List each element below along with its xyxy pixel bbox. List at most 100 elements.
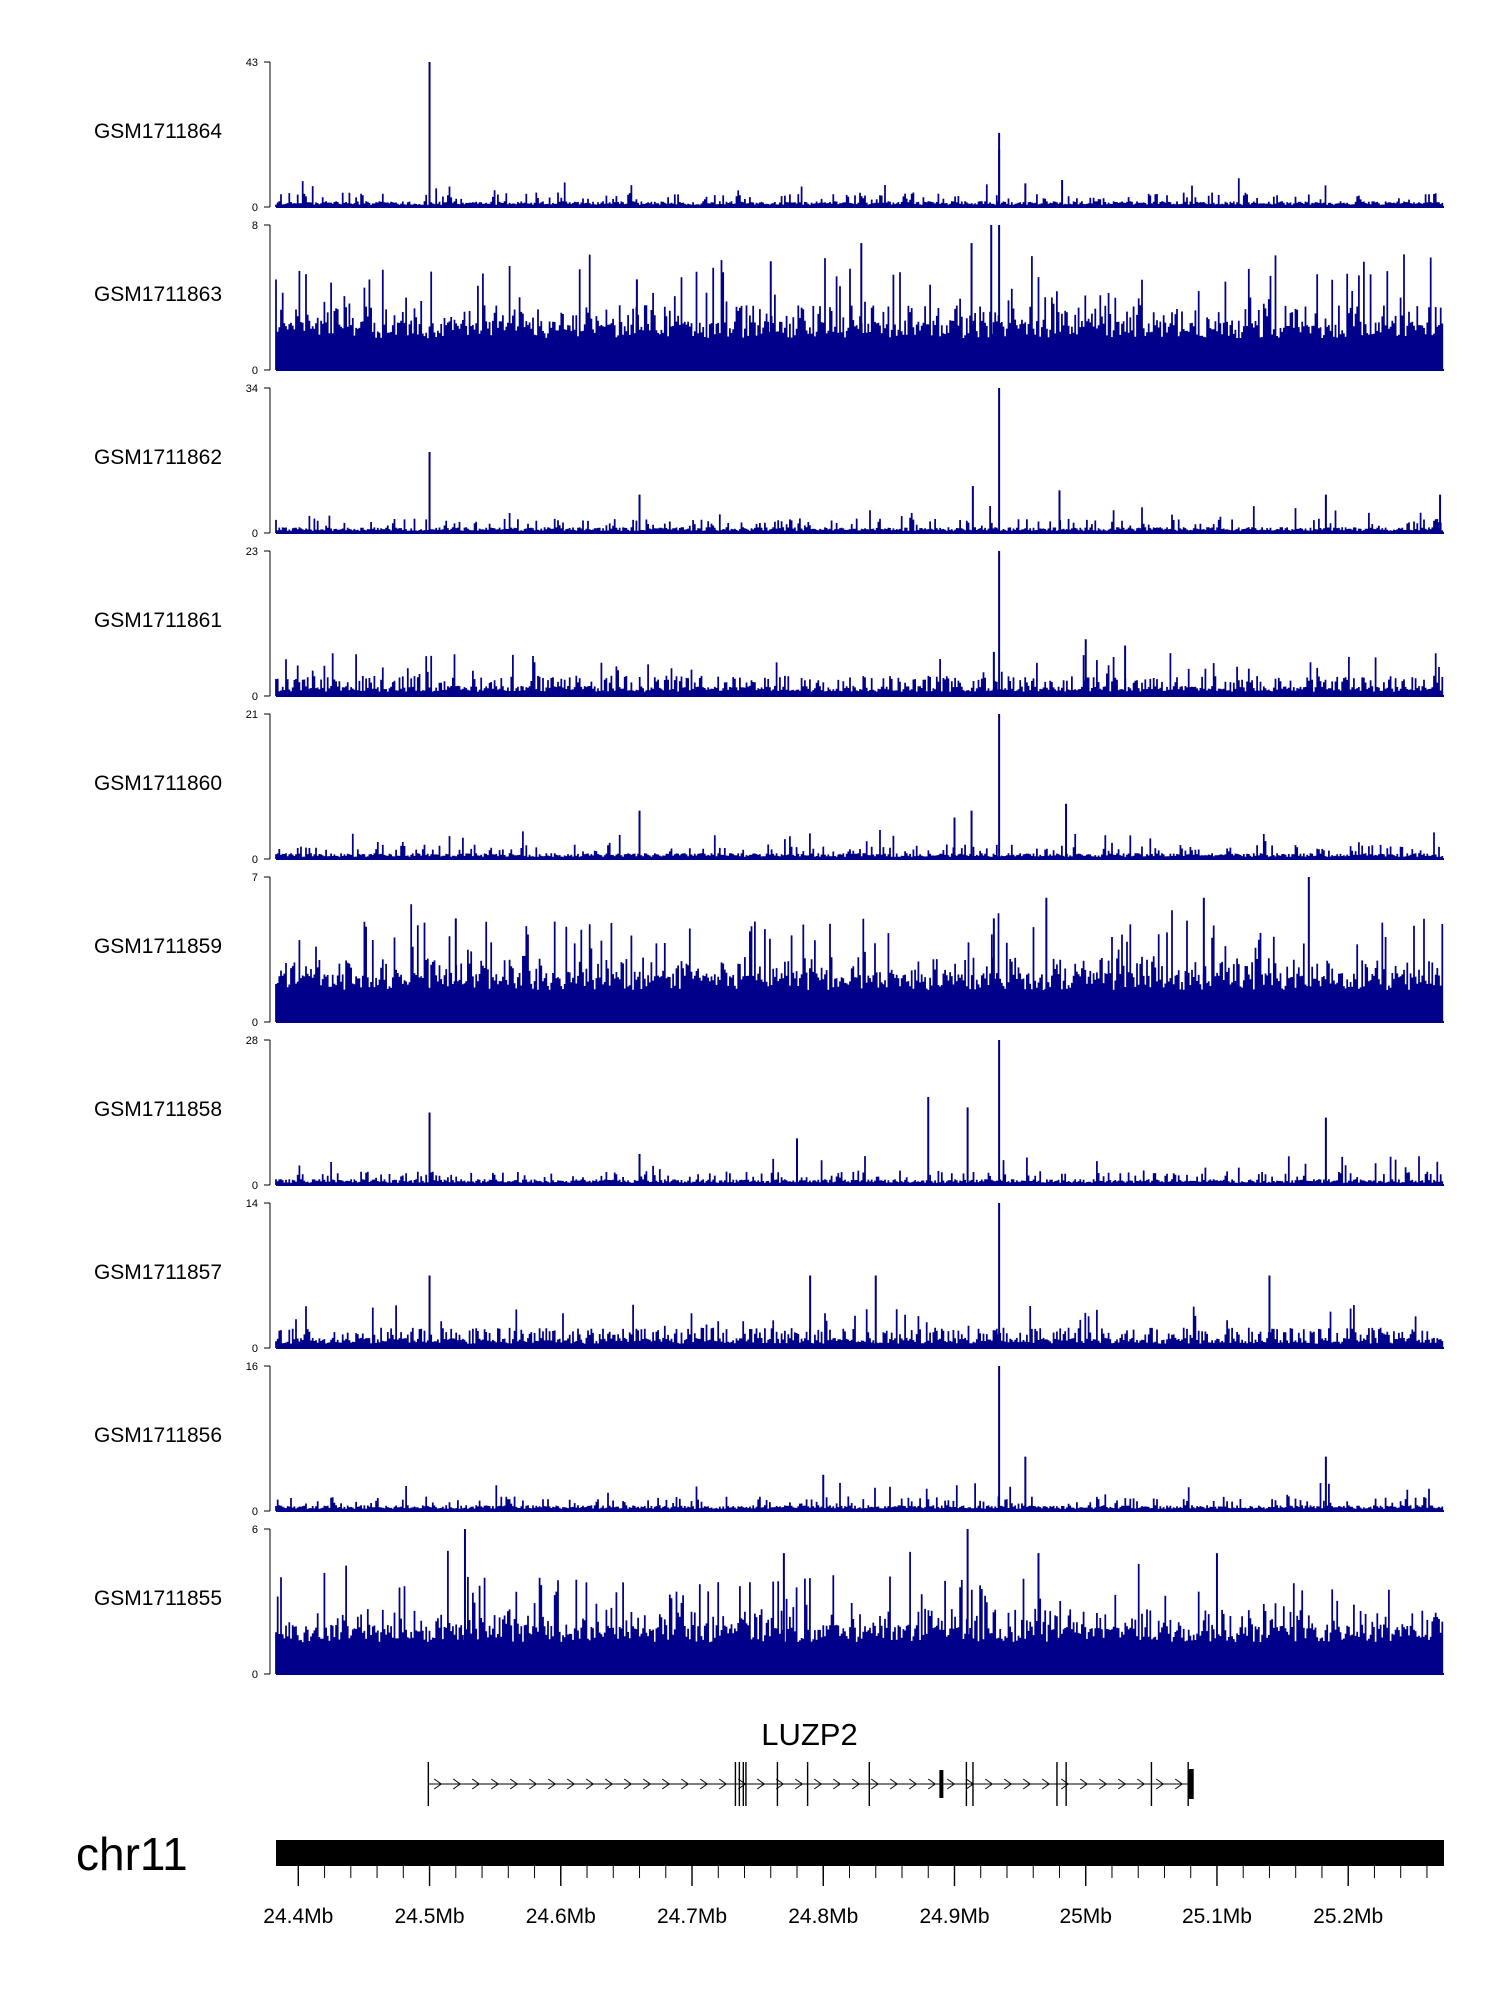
axis-tick-label: 24.6Mb	[526, 1905, 596, 1928]
y-axis-max-label: 14	[246, 1198, 258, 1210]
gene-exon	[427, 1762, 430, 1806]
strand-arrow	[1022, 1778, 1032, 1790]
y-axis-max-label: 23	[246, 546, 258, 558]
axis-tick-label: 24.5Mb	[395, 1905, 465, 1928]
y-axis-min-label: 0	[252, 1669, 258, 1681]
strand-arrow	[832, 1778, 842, 1790]
strand-arrow	[509, 1778, 519, 1790]
chromosome-bar	[276, 1840, 1444, 1866]
gene-exon	[1187, 1769, 1194, 1799]
strand-arrow	[889, 1778, 899, 1790]
chromosome-label: chr11	[76, 1828, 188, 1880]
y-axis-min-label: 0	[252, 528, 258, 540]
strand-arrow	[1041, 1778, 1051, 1790]
track-label: GSM1711861	[94, 609, 222, 632]
strand-arrow	[775, 1778, 785, 1790]
strand-arrow	[566, 1778, 576, 1790]
y-axis-max-label: 28	[246, 1035, 258, 1047]
strand-arrow	[1136, 1778, 1146, 1790]
track-label: GSM1711857	[94, 1261, 222, 1284]
strand-arrow	[699, 1778, 709, 1790]
y-axis-max-label: 34	[246, 383, 258, 395]
y-axis-max-label: 6	[252, 1524, 258, 1536]
track-label: GSM1711856	[94, 1424, 222, 1447]
strand-arrow	[851, 1778, 861, 1790]
axis-tick-label: 25.1Mb	[1182, 1905, 1252, 1928]
strand-arrow	[490, 1778, 500, 1790]
gene-exon	[806, 1762, 809, 1806]
gene-exon	[738, 1762, 741, 1806]
y-axis-min-label: 0	[252, 1017, 258, 1029]
track-gsm1711855: GSM1711855 6 0	[94, 1524, 1444, 1681]
strand-arrow	[661, 1778, 671, 1790]
strand-arrow	[1098, 1778, 1108, 1790]
strand-arrow	[984, 1778, 994, 1790]
y-axis-max-label: 8	[252, 220, 258, 232]
signal-background	[275, 1304, 1444, 1348]
y-axis-min-label: 0	[252, 1506, 258, 1518]
track-label: GSM1711859	[94, 935, 222, 958]
strand-arrow	[908, 1778, 918, 1790]
axis-tick-label: 25Mb	[1059, 1905, 1112, 1928]
signal-background	[275, 254, 1444, 370]
gene-exon	[1065, 1762, 1067, 1806]
chromosome-ideogram: chr11 24.4Mb 24.5Mb 24.6Mb 24.7Mb 24.8Mb 24.9…	[76, 1828, 1444, 1928]
strand-arrow	[870, 1778, 880, 1790]
track-gsm1711864: GSM1711864 43 0	[94, 57, 1444, 214]
axis-tick-label: 24.9Mb	[919, 1905, 989, 1928]
gene-name-label: LUZP2	[761, 1717, 857, 1752]
signal-background	[275, 506, 1444, 533]
y-axis-max-label: 43	[246, 57, 258, 69]
y-axis-min-label: 0	[252, 1180, 258, 1192]
strand-arrow	[585, 1778, 595, 1790]
y-axis-max-label: 7	[252, 872, 258, 884]
strand-arrow	[471, 1778, 481, 1790]
signal-background	[275, 1156, 1444, 1185]
track-gsm1711863: GSM1711863 8 0	[94, 220, 1444, 377]
track-label: GSM1711860	[94, 772, 222, 795]
track-gsm1711861: GSM1711861 23 0	[94, 546, 1444, 703]
gene-exon	[965, 1762, 968, 1806]
track-gsm1711860: GSM1711860 21 0	[94, 709, 1444, 866]
track-label: GSM1711863	[94, 283, 222, 306]
strand-arrow	[794, 1778, 804, 1790]
strand-arrow	[927, 1778, 937, 1790]
strand-arrow	[1003, 1778, 1013, 1790]
gene-exon	[972, 1762, 974, 1806]
axis-tick-label: 24.7Mb	[657, 1905, 727, 1928]
gene-exon	[742, 1762, 744, 1806]
track-gsm1711862: GSM1711862 34 0	[94, 383, 1444, 540]
strand-arrow	[604, 1778, 614, 1790]
gene-exon	[1150, 1762, 1153, 1806]
gene-track: LUZP2	[427, 1717, 1194, 1806]
strand-arrow	[1060, 1778, 1070, 1790]
strand-arrow	[452, 1778, 462, 1790]
y-axis-min-label: 0	[252, 365, 258, 377]
track-label: GSM1711862	[94, 446, 222, 469]
y-axis-min-label: 0	[252, 202, 258, 214]
gene-exon	[868, 1762, 870, 1806]
gene-exon	[1056, 1762, 1058, 1806]
y-axis-min-label: 0	[252, 691, 258, 703]
strand-arrow	[433, 1778, 443, 1790]
track-gsm1711859: GSM1711859 7 0	[94, 872, 1444, 1029]
gene-exon	[745, 1762, 747, 1806]
y-axis-max-label: 16	[246, 1361, 258, 1373]
axis-tick-label: 25.2Mb	[1313, 1905, 1383, 1928]
track-gsm1711857: GSM1711857 14 0	[94, 1198, 1444, 1355]
strand-arrow	[756, 1778, 766, 1790]
strand-arrow	[680, 1778, 690, 1790]
strand-arrow	[1155, 1778, 1165, 1790]
signal-background	[275, 178, 1444, 207]
strand-arrow	[1079, 1778, 1089, 1790]
signal-background	[275, 1550, 1444, 1674]
signal-background	[275, 1483, 1444, 1511]
signal-background	[275, 830, 1444, 859]
signal-background	[275, 653, 1444, 696]
strand-arrow	[642, 1778, 652, 1790]
track-label: GSM1711858	[94, 1098, 222, 1121]
strand-arrow	[623, 1778, 633, 1790]
axis-tick-label: 24.8Mb	[788, 1905, 858, 1928]
strand-arrow	[1174, 1778, 1184, 1790]
